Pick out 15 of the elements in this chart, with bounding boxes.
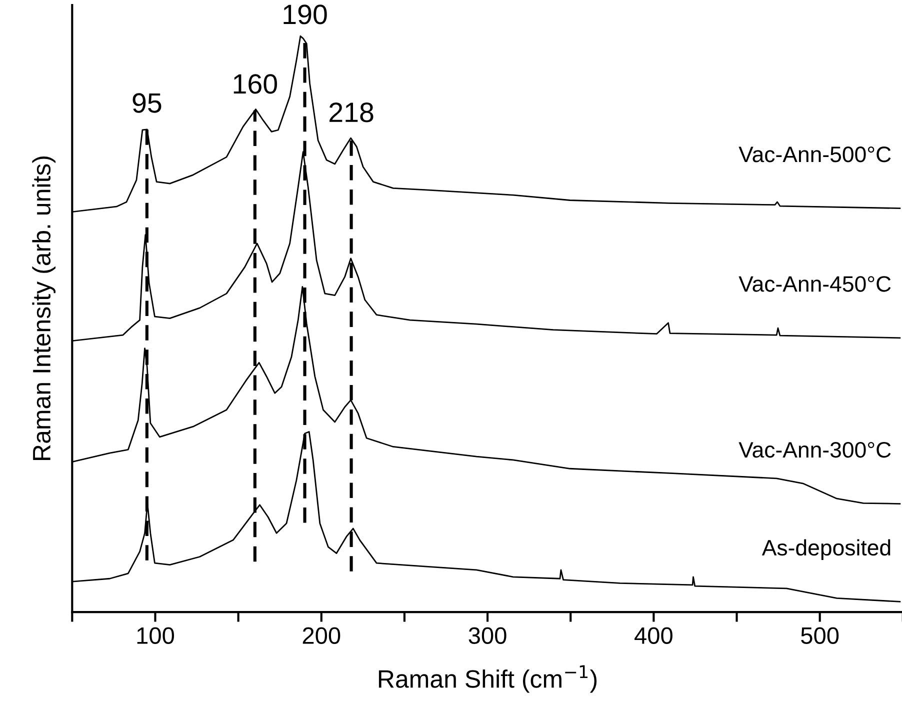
ref-line-label: 218 bbox=[330, 102, 374, 122]
x-tick-label: 300 bbox=[468, 627, 506, 644]
ref-line-label: 190 bbox=[284, 4, 327, 24]
series-label: As-deposited bbox=[762, 539, 890, 560]
series-label: Vac-Ann-500°C bbox=[738, 146, 891, 162]
x-tick-label: 100 bbox=[137, 627, 174, 644]
x-tick-label: 200 bbox=[302, 627, 340, 644]
series-label: Vac-Ann-450°C bbox=[738, 276, 891, 292]
x-tick-label: 500 bbox=[801, 627, 839, 644]
ref-line-label: 160 bbox=[234, 74, 278, 94]
ref-line-label: 95 bbox=[132, 93, 162, 113]
x-axis-title: Raman Shift (cm$^{−1}$) bbox=[378, 665, 597, 693]
series-label: Vac-Ann-300°C bbox=[738, 442, 891, 458]
y-axis-title: Raman Intensity (arb. units) bbox=[32, 156, 56, 460]
x-tick-label: 400 bbox=[634, 627, 672, 644]
